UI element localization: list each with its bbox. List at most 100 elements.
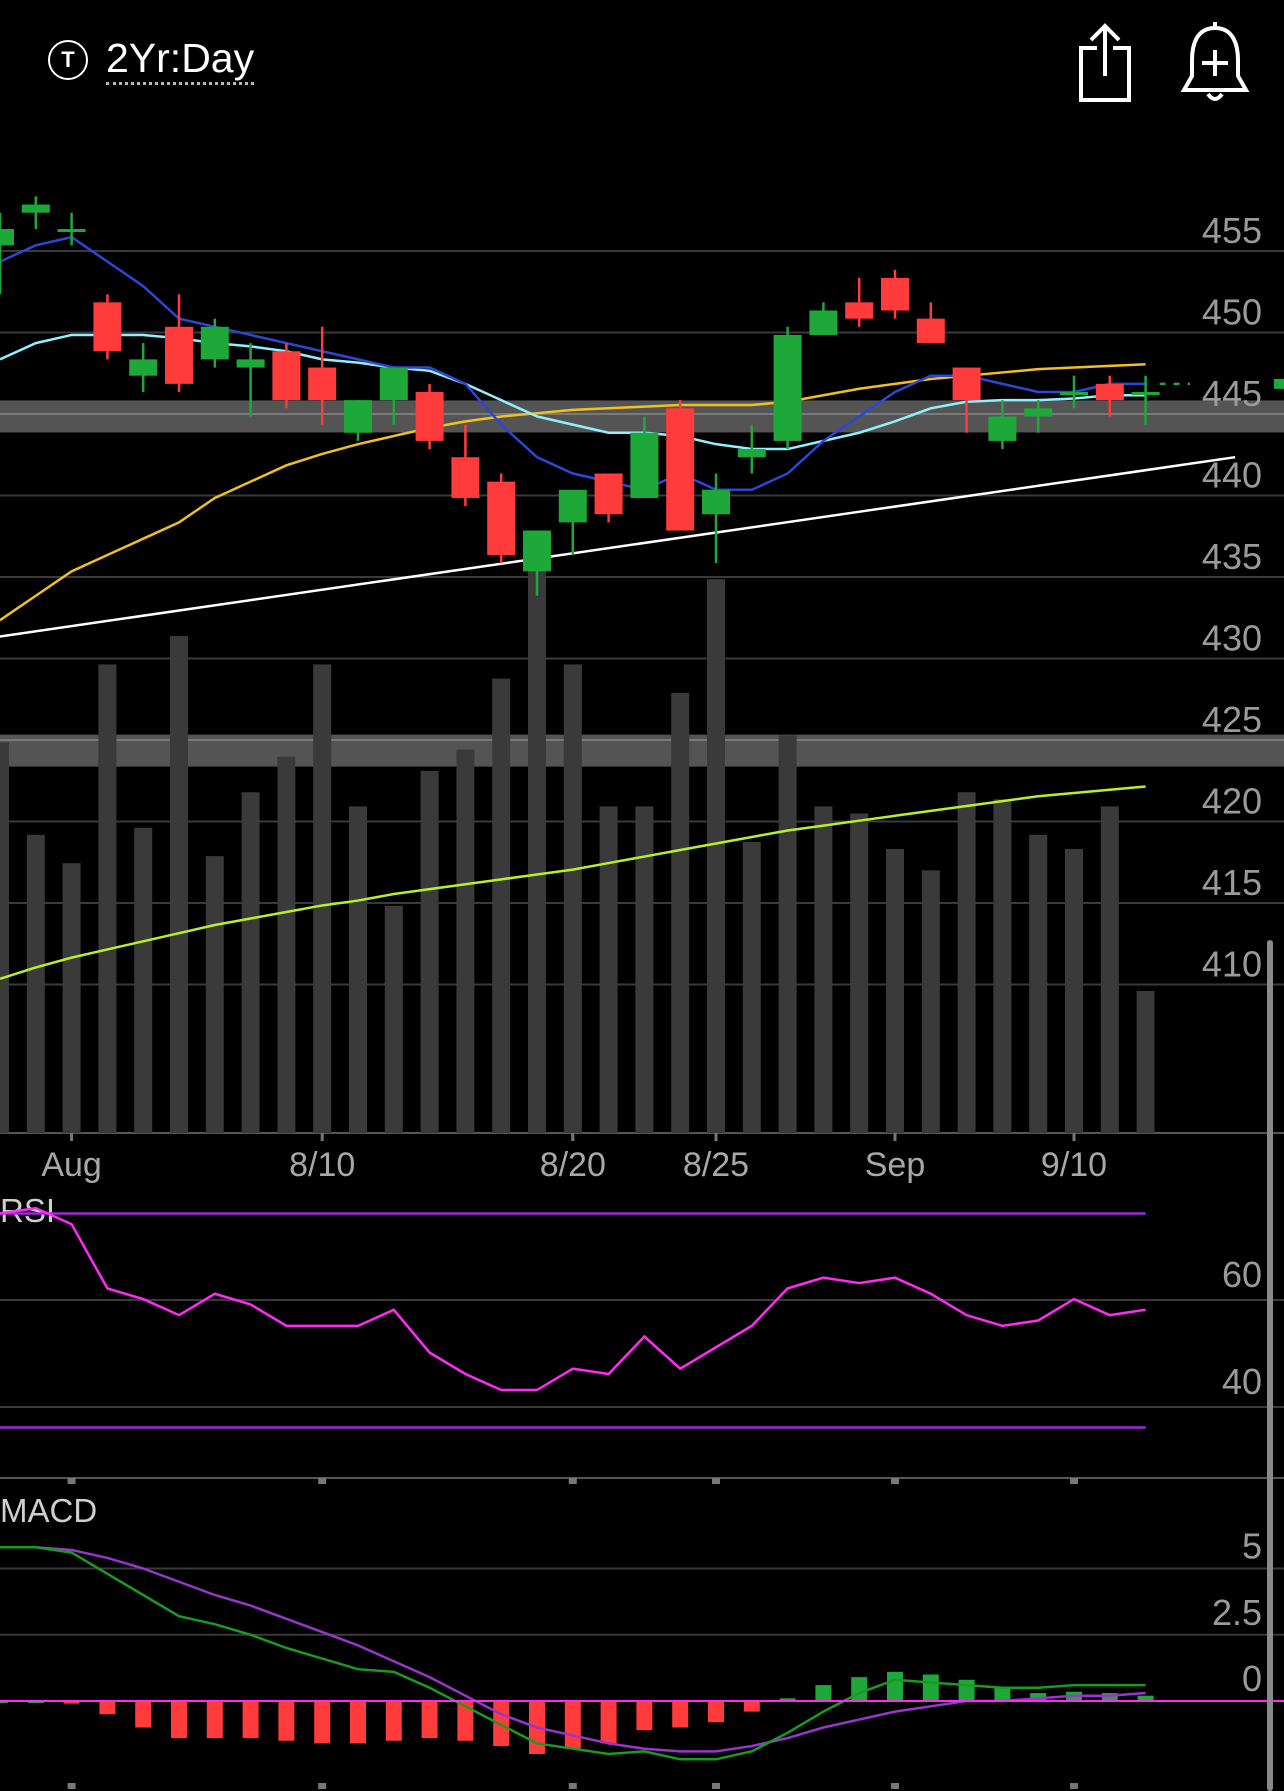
macd-date-tick [712,1783,720,1789]
macd-histogram-bar [385,1701,402,1741]
macd-histogram-bar [135,1701,152,1728]
volume-bar [456,749,475,1133]
share-icon[interactable] [1075,22,1135,104]
candle-body [487,481,516,555]
macd-histogram-bar [421,1701,438,1739]
candle-body [379,367,408,401]
macd-histogram-bar [242,1701,259,1739]
macd-line [0,1546,1146,1761]
volume-bar [1029,834,1048,1133]
macd-histogram-bar [1101,1693,1118,1701]
volume-bar [313,664,332,1133]
volume-bar [1136,991,1155,1133]
volume-bar [886,849,904,1133]
timeframe-selector[interactable]: 2Yr:Day [106,34,255,85]
volume-bar [349,806,367,1133]
rsi-date-tick [1070,1478,1078,1484]
price-tick-label: 455 [1202,210,1262,251]
date-tick-label: Aug [41,1146,102,1184]
candle-body [845,302,874,319]
price-tick-label: 440 [1202,455,1262,496]
macd-histogram-bar [206,1701,223,1739]
candle-body [272,351,301,401]
candle-body [1024,408,1053,417]
rsi-date-tick [318,1478,327,1484]
volume-bar [1065,849,1083,1133]
volume-bar [742,841,761,1133]
price-tick-label: 415 [1202,862,1262,903]
rsi-line [0,1206,1146,1392]
volume-bar [134,827,153,1133]
date-tick-label: 9/10 [1041,1146,1107,1184]
ticker-badge-icon[interactable]: T [48,40,88,80]
candle-body [594,473,623,515]
candle-body [415,392,444,441]
candle-body [1095,383,1124,401]
macd-tick-label: 0 [1242,1658,1262,1699]
volume-bar [277,756,296,1133]
candle-body [451,457,480,498]
volume-bar [1100,806,1119,1133]
volume-bar [599,806,618,1133]
price-tick-label: 445 [1202,373,1262,414]
macd-histogram-bar [958,1679,975,1701]
volume-bar [563,664,582,1133]
macd-histogram-bar [851,1677,868,1701]
rsi-date-tick [891,1478,899,1484]
volume-bar [492,678,511,1133]
macd-histogram-bar [99,1701,116,1715]
candle-body [308,367,337,401]
volume-bar [62,863,81,1133]
candle-body [0,229,14,246]
macd-histogram-bar [708,1701,724,1723]
macd-histogram-bar [1137,1695,1154,1701]
macd-histogram-bar [994,1687,1011,1701]
add-alert-bell-icon[interactable] [1180,20,1250,106]
macd-histogram-bar [887,1671,903,1701]
candle-body [737,449,766,458]
macd-histogram-bar [815,1685,832,1701]
trendline-line [0,455,1236,638]
volume-bar [0,742,9,1133]
macd-date-tick [318,1783,327,1789]
candle-body [881,277,909,311]
macd-tick-label: 5 [1242,1526,1262,1567]
price-tick-label: 450 [1202,292,1262,333]
macd-date-tick [67,1783,76,1789]
price-tick-label: 410 [1202,944,1262,985]
candle-body [93,302,122,352]
macd-histogram-bar [314,1701,331,1744]
volume-bar [993,799,1012,1133]
macd-histogram-bar [922,1674,939,1701]
candle-body [558,489,587,523]
scrollbar [1267,940,1273,1791]
macd-tick-label: 2.5 [1212,1592,1262,1633]
rsi-date-tick [712,1478,720,1484]
macd-histogram-bar [743,1701,760,1712]
rsi-date-tick [67,1478,76,1484]
macd-histogram-bar [278,1701,295,1741]
candle-body [129,359,158,376]
candlesticks [0,196,1284,596]
macd-histogram-bar [600,1701,617,1744]
macd-histogram-bar [171,1701,187,1739]
candle-body [1060,392,1088,395]
candle-body [630,432,659,498]
volume-bar [850,813,869,1133]
price-tick-label: 420 [1202,781,1262,822]
candle-body [200,326,229,360]
candle-body [666,408,695,531]
volume-bar [26,834,45,1133]
trendline [0,455,1236,638]
macd-date-tick [891,1783,899,1789]
volume-bar [921,870,940,1133]
date-tick-label: 8/25 [683,1146,749,1184]
rsi-tick-label: 60 [1222,1254,1262,1295]
candle-body [57,229,86,232]
candle-body [165,326,193,384]
rsi-tick-label: 40 [1222,1361,1262,1402]
macd-panel: MACD 5 2.5 0 [0,1492,1284,1789]
volume-bar [420,770,439,1133]
